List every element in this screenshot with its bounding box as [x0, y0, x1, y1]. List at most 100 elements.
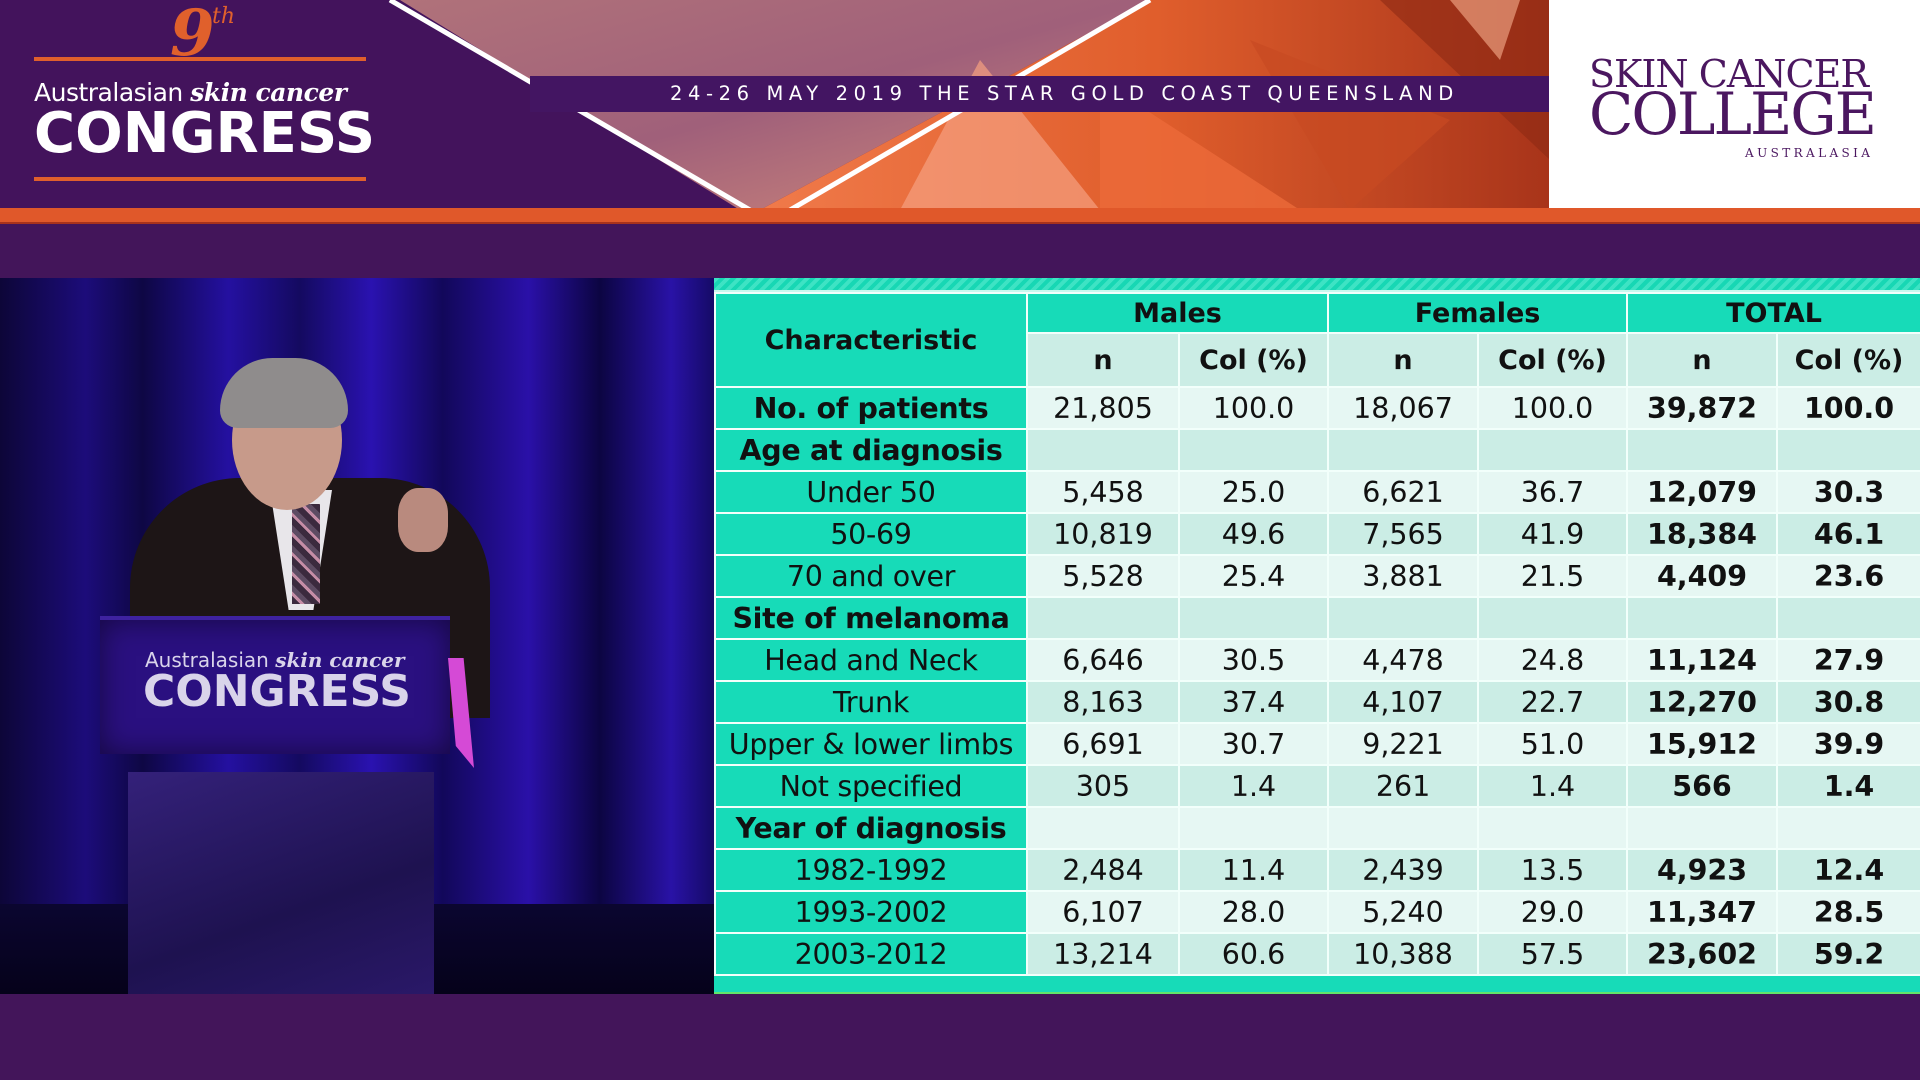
speaker-hand — [398, 488, 448, 552]
cell-total-n — [1626, 806, 1779, 850]
table-row: Age at diagnosis — [714, 428, 1920, 472]
row-section-label: Age at diagnosis — [714, 428, 1028, 472]
cell-total-col-pct: 27.9 — [1776, 638, 1920, 682]
logo-divider-top — [34, 57, 366, 61]
cell-total-col-pct — [1776, 596, 1920, 640]
header-characteristic: Characteristic — [714, 292, 1028, 388]
cell-total-n: 4,409 — [1626, 554, 1779, 598]
cell-total-n: 39,872 — [1626, 386, 1779, 430]
cell-total-col-pct: 1.4 — [1776, 764, 1920, 808]
podium-base — [128, 772, 434, 994]
table-row: 50-69 10,819 49.6 7,565 41.9 18,384 46.1 — [714, 512, 1920, 556]
cell-total-n: 15,912 — [1626, 722, 1779, 766]
row-label: 1982-1992 — [714, 848, 1028, 892]
row-label: 70 and over — [714, 554, 1028, 598]
cell-total-col-pct: 39.9 — [1776, 722, 1920, 766]
cell-females-col-pct: 51.0 — [1477, 722, 1629, 766]
row-section-label: No. of patients — [714, 386, 1028, 430]
college-logo-line1: SKIN CANCER — [1589, 52, 1869, 96]
cell-females-col-pct: 1.4 — [1477, 764, 1629, 808]
cell-males-n — [1026, 596, 1180, 640]
cell-females-col-pct — [1477, 806, 1629, 850]
cell-total-col-pct: 28.5 — [1776, 890, 1920, 934]
cell-males-col-pct: 49.6 — [1177, 512, 1330, 556]
cell-total-col-pct — [1776, 806, 1920, 850]
date-location-band: 24-26 MAY 2019 THE STAR GOLD COAST QUEEN… — [530, 76, 1550, 112]
patient-characteristics-table: Characteristic Males Females TOTAL n Col… — [714, 292, 1920, 976]
table-hatch-border — [714, 278, 1920, 290]
congress-title: CONGRESS — [34, 101, 376, 166]
cell-females-n: 18,067 — [1327, 386, 1480, 430]
row-label: 2003-2012 — [714, 932, 1028, 976]
table-body: No. of patients 21,805 100.0 18,067 100.0 39,… — [714, 386, 1920, 976]
banner-orange-rule — [0, 208, 1920, 224]
cell-females-n: 4,107 — [1327, 680, 1480, 724]
cell-females-n: 5,240 — [1327, 890, 1480, 934]
table-row: Upper & lower limbs 6,691 30.7 9,221 51.0 15,… — [714, 722, 1920, 766]
header-group-males: Males — [1025, 292, 1330, 334]
cell-males-col-pct: 25.4 — [1177, 554, 1330, 598]
table-top-line — [714, 290, 1920, 292]
podium-subtitle: Australasian skin cancer — [145, 648, 405, 672]
table-bottom-line — [714, 992, 1920, 994]
cell-total-col-pct: 30.8 — [1776, 680, 1920, 724]
congress-ordinal: 9 — [170, 0, 215, 71]
header-group-females: Females — [1327, 292, 1629, 334]
congress-ordinal-suffix: th — [212, 4, 236, 29]
cell-total-n: 12,079 — [1626, 470, 1779, 514]
cell-females-n: 4,478 — [1327, 638, 1480, 682]
row-label: Trunk — [714, 680, 1028, 724]
podium-subtitle-italic: skin cancer — [275, 648, 405, 672]
cell-total-n: 11,347 — [1626, 890, 1779, 934]
row-label: 1993-2002 — [714, 890, 1028, 934]
cell-females-n — [1327, 428, 1480, 472]
cell-females-col-pct: 57.5 — [1477, 932, 1629, 976]
cell-males-n: 305 — [1026, 764, 1180, 808]
conference-banner: 9 th Australasian skin cancer CONGRESS 2… — [0, 0, 1920, 210]
subheader-total-n: n — [1626, 332, 1779, 388]
cell-females-col-pct: 13.5 — [1477, 848, 1629, 892]
cell-total-col-pct: 100.0 — [1776, 386, 1920, 430]
cell-males-n: 5,528 — [1026, 554, 1180, 598]
cell-males-col-pct — [1177, 596, 1330, 640]
row-label: Not specified — [714, 764, 1028, 808]
row-label: 50-69 — [714, 512, 1028, 556]
cell-females-col-pct: 36.7 — [1477, 470, 1629, 514]
cell-males-col-pct — [1177, 428, 1330, 472]
slide-table-panel: Characteristic Males Females TOTAL n Col… — [714, 278, 1920, 994]
table-group-header-row: Characteristic Males Females TOTAL — [714, 292, 1920, 388]
cell-total-col-pct: 12.4 — [1776, 848, 1920, 892]
cell-females-n: 7,565 — [1327, 512, 1480, 556]
cell-females-n — [1327, 596, 1480, 640]
cell-total-col-pct: 30.3 — [1776, 470, 1920, 514]
congress-logo: 9 th Australasian skin cancer CONGRESS — [34, 0, 375, 190]
table-row: 1993-2002 6,107 28.0 5,240 29.0 11,347 28.5 — [714, 890, 1920, 934]
table-row: Year of diagnosis — [714, 806, 1920, 850]
cell-males-n: 2,484 — [1026, 848, 1180, 892]
table-row: 2003-2012 13,214 60.6 10,388 57.5 23,602 59.2 — [714, 932, 1920, 976]
table-subheader-row: n Col (%) n Col (%) n Col (%) — [715, 332, 1920, 388]
cell-females-col-pct: 100.0 — [1477, 386, 1629, 430]
cell-females-n: 3,881 — [1327, 554, 1480, 598]
subheader-total-col-pct: Col (%) — [1776, 332, 1920, 388]
row-label: Under 50 — [714, 470, 1028, 514]
cell-males-n: 6,107 — [1026, 890, 1180, 934]
cell-males-col-pct — [1177, 806, 1330, 850]
cell-males-n: 5,458 — [1026, 470, 1180, 514]
cell-females-col-pct — [1477, 428, 1629, 472]
cell-males-col-pct: 11.4 — [1177, 848, 1330, 892]
cell-total-n: 12,270 — [1626, 680, 1779, 724]
cell-males-n: 21,805 — [1026, 386, 1180, 430]
cell-males-col-pct: 37.4 — [1177, 680, 1330, 724]
cell-total-n: 11,124 — [1626, 638, 1779, 682]
subheader-males-n: n — [1026, 332, 1180, 388]
cell-females-n: 6,621 — [1327, 470, 1480, 514]
cell-males-n: 13,214 — [1026, 932, 1180, 976]
cell-males-n: 6,646 — [1026, 638, 1180, 682]
college-logo-line3: AUSTRALASIA — [1745, 146, 1874, 160]
cell-total-col-pct: 46.1 — [1776, 512, 1920, 556]
cell-males-col-pct: 100.0 — [1177, 386, 1330, 430]
logo-divider-bottom — [34, 177, 366, 181]
cell-females-col-pct: 41.9 — [1477, 512, 1629, 556]
cell-total-n: 23,602 — [1626, 932, 1779, 976]
